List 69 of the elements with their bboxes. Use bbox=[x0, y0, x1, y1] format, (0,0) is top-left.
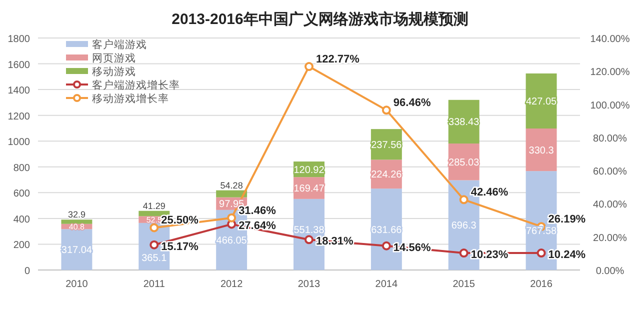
y-tick-label: 0 bbox=[24, 266, 30, 277]
data-label: 365.1 bbox=[142, 252, 168, 264]
point bbox=[304, 235, 314, 244]
point bbox=[382, 106, 391, 115]
data-label: 15.17% bbox=[161, 240, 199, 253]
data-label: 767.58 bbox=[526, 226, 558, 238]
point bbox=[536, 248, 546, 258]
x-tick-label: 2014 bbox=[375, 279, 398, 290]
bar bbox=[216, 190, 248, 198]
y2-tick-label: 60.00% bbox=[593, 166, 628, 178]
data-label: 54.28 bbox=[220, 180, 243, 190]
data-label: 41.29 bbox=[142, 200, 166, 211]
y-tick-label: 600 bbox=[13, 188, 30, 200]
data-label: 551.38 bbox=[294, 224, 325, 236]
data-label: 427.05 bbox=[526, 96, 558, 108]
y2-tick-label: 140.00% bbox=[590, 34, 630, 45]
x-tick-label: 2013 bbox=[298, 279, 321, 290]
y2-tick-label: 40.00% bbox=[593, 200, 628, 211]
data-label: 96.46% bbox=[393, 97, 431, 110]
data-label: 122.77% bbox=[316, 54, 360, 66]
point bbox=[459, 248, 468, 258]
y-tick-label: 400 bbox=[13, 214, 30, 226]
data-label: 285.03 bbox=[448, 157, 480, 168]
data-label: 237.56 bbox=[371, 140, 402, 151]
point bbox=[382, 241, 391, 250]
data-label: 32.9 bbox=[68, 210, 86, 220]
data-label: 224.26 bbox=[371, 170, 402, 181]
x-tick-label: 2012 bbox=[220, 279, 244, 290]
data-label: 120.92 bbox=[294, 164, 325, 176]
data-label: 338.43 bbox=[448, 117, 480, 128]
data-label: 25.50% bbox=[161, 214, 199, 227]
y2-tick-label: 120.00% bbox=[590, 67, 630, 78]
chart-title: 2013-2016年中国广义网络游戏市场规模预测 bbox=[172, 10, 468, 28]
data-label: 10.24% bbox=[548, 249, 586, 262]
y-tick-label: 1400 bbox=[8, 86, 30, 97]
legend-label: 客户端游戏 bbox=[92, 38, 147, 51]
y-tick-label: 800 bbox=[13, 162, 30, 174]
y-tick-label: 1200 bbox=[8, 111, 30, 122]
x-tick-label: 2016 bbox=[530, 279, 553, 290]
data-label: 40.8 bbox=[68, 222, 86, 232]
y-tick-label: 1800 bbox=[8, 34, 30, 45]
y2-tick-label: 20.00% bbox=[593, 232, 628, 244]
data-label: 317.04 bbox=[61, 245, 92, 256]
x-tick-label: 2011 bbox=[143, 279, 166, 290]
y2-tick-label: 0.00% bbox=[596, 266, 624, 277]
legend-label: 网页游戏 bbox=[92, 52, 136, 64]
point bbox=[150, 240, 159, 250]
legend-label: 移动游戏 bbox=[92, 65, 136, 78]
bar bbox=[61, 220, 92, 224]
x-tick-label: 2010 bbox=[66, 279, 88, 290]
data-label: 42.46% bbox=[470, 186, 508, 199]
data-label: 26.19% bbox=[548, 214, 586, 226]
legend-label: 移动游戏增长率 bbox=[92, 92, 169, 105]
data-label: 330.3 bbox=[528, 145, 554, 156]
y-tick-label: 1600 bbox=[8, 60, 30, 71]
data-label: 466.05 bbox=[216, 235, 248, 246]
point bbox=[227, 213, 236, 222]
data-label: 631.66 bbox=[371, 224, 402, 236]
point bbox=[150, 223, 159, 232]
point bbox=[459, 195, 468, 204]
y-tick-label: 200 bbox=[13, 240, 30, 252]
y2-tick-label: 100.00% bbox=[590, 100, 630, 112]
data-label: 169.47 bbox=[294, 184, 325, 195]
data-label: 696.3 bbox=[451, 220, 477, 232]
y2-tick-label: 80.00% bbox=[593, 133, 628, 144]
point bbox=[304, 62, 314, 72]
x-tick-label: 2015 bbox=[452, 279, 476, 290]
y-tick-label: 1000 bbox=[8, 137, 30, 148]
legend-label: 客户端游戏增长率 bbox=[92, 78, 180, 92]
